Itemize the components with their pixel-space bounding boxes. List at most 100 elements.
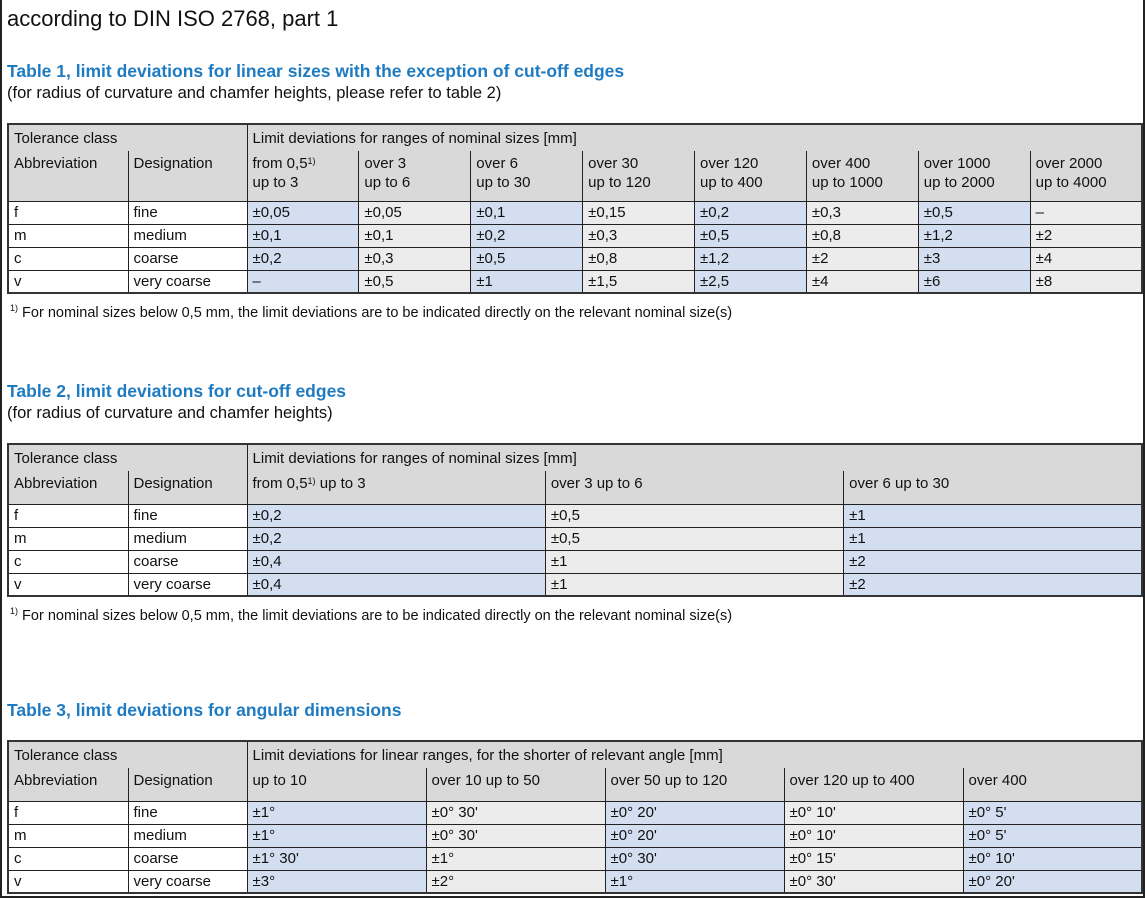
col-header-range: over 400 up to 1000	[805, 151, 919, 201]
footnote-marker: 1)	[10, 606, 19, 616]
table1: Tolerance class Limit deviations for rang…	[7, 123, 1144, 294]
cell-limit-deviation: ±0,05	[358, 200, 471, 224]
page-title: according to DIN ISO 2768, part 1	[7, 6, 339, 31]
cell-limit-deviation: ±2	[805, 246, 919, 270]
footnote-marker: 1)	[10, 303, 19, 313]
cell-limit-deviation: ±0,8	[582, 246, 695, 270]
cell-designation: very coarse	[127, 572, 248, 596]
col-header-range: over 6 up to 30	[843, 471, 1142, 504]
cell-limit-deviation: ±6	[917, 269, 1031, 293]
col-header-text: up to 3	[252, 174, 299, 191]
header-row-group: Tolerance class Limit deviations for rang…	[8, 124, 1143, 151]
cell-limit-deviation: ±1°	[425, 846, 606, 870]
col-header-designation: Designation	[127, 471, 248, 504]
col-header-range: up to 10	[246, 768, 427, 801]
cell-limit-deviation: ±0,2	[694, 200, 807, 224]
table-row: c coarse ±0,2 ±0,3 ±0,5 ±0,8 ±1,2 ±2 ±3 ±4	[7, 246, 1143, 270]
cell-limit-deviation: ±1	[843, 526, 1142, 550]
footnote-marker: 1)	[307, 156, 316, 166]
cell-limit-deviation: ±1	[470, 269, 583, 293]
cell-limit-deviation: ±4	[1029, 246, 1143, 270]
cell-limit-deviation: ±1,2	[917, 223, 1031, 247]
cell-designation: medium	[127, 823, 248, 847]
col-header-abbreviation: Abbreviation	[8, 471, 128, 504]
cell-limit-deviation: ±0,1	[246, 223, 359, 247]
table1-heading: Table 1, limit deviations for linear siz…	[7, 61, 625, 81]
col-header-range: over 120 up to 400	[783, 768, 964, 801]
col-header-range: over 3 up to 6	[544, 471, 844, 504]
group-label-limit-deviations: Limit deviations for ranges of nominal s…	[246, 444, 1142, 471]
cell-limit-deviation: ±1° 30'	[246, 846, 427, 870]
cell-limit-deviation: ±0,2	[246, 246, 359, 270]
table3: Tolerance class Limit deviations for line…	[7, 740, 1144, 894]
cell-abbreviation: c	[7, 246, 128, 270]
table2: Tolerance class Limit deviations for rang…	[7, 443, 1143, 597]
cell-abbreviation: v	[7, 869, 128, 893]
col-header-abbreviation: Abbreviation	[8, 151, 128, 201]
cell-limit-deviation: ±0,3	[582, 223, 695, 247]
col-header-range: over 30 up to 120	[582, 151, 695, 201]
col-header-range: over 6 up to 30	[470, 151, 583, 201]
col-header-text: over 6 up to 30	[849, 475, 950, 492]
cell-limit-deviation: ±2	[1029, 223, 1143, 247]
col-header-text: over 400	[968, 772, 1027, 789]
group-label-tolerance-class: Tolerance class	[8, 741, 248, 768]
col-header-range: over 120 up to 400	[694, 151, 807, 201]
cell-abbreviation: f	[7, 200, 128, 224]
cell-limit-deviation: ±0,5	[470, 246, 583, 270]
col-header-range: over 1000 up to 2000	[917, 151, 1031, 201]
cell-limit-deviation: ±2	[843, 549, 1142, 573]
cell-limit-deviation: ±8	[1029, 269, 1143, 293]
table2-footnote: 1) For nominal sizes below 0,5 mm, the l…	[10, 606, 732, 624]
table2-subtitle: (for radius of curvature and chamfer hei…	[7, 404, 333, 422]
col-header-range: over 50 up to 120	[604, 768, 785, 801]
cell-limit-deviation: ±0,3	[358, 246, 471, 270]
col-header-text: up to 10	[252, 772, 307, 789]
header-row-group: Tolerance class Limit deviations for line…	[8, 741, 1143, 768]
col-header-text: over 50 up to 120	[610, 772, 728, 789]
table-row: m medium ±0,2 ±0,5 ±1	[7, 526, 1142, 550]
cell-limit-deviation: ±2	[843, 572, 1142, 596]
cell-limit-deviation: –	[1029, 200, 1143, 224]
cell-limit-deviation: ±0,5	[544, 503, 844, 527]
cell-limit-deviation: ±0,4	[246, 572, 546, 596]
col-header-text: up to 3	[315, 475, 366, 492]
col-header-text: over 120 up to 400	[700, 155, 763, 191]
header-row-columns: Abbreviation Designation up to 10 over 10 u…	[8, 768, 1143, 801]
cell-limit-deviation: ±0,3	[805, 200, 919, 224]
cell-limit-deviation: ±4	[805, 269, 919, 293]
col-header-range: over 400	[962, 768, 1143, 801]
cell-abbreviation: v	[7, 269, 128, 293]
cell-designation: coarse	[127, 846, 248, 870]
cell-limit-deviation: ±1	[544, 572, 844, 596]
table-row: c coarse ±0,4 ±1 ±2	[7, 549, 1142, 573]
cell-limit-deviation: ±0,1	[358, 223, 471, 247]
cell-limit-deviation: ±0° 20'	[962, 869, 1143, 893]
cell-limit-deviation: ±0,5	[544, 526, 844, 550]
col-header-text: from 0,5	[252, 155, 308, 172]
cell-limit-deviation: ±2°	[425, 869, 606, 893]
cell-limit-deviation: ±2,5	[694, 269, 807, 293]
cell-designation: coarse	[127, 246, 248, 270]
col-header-designation: Designation	[127, 768, 248, 801]
col-header-text: over 2000 up to 4000	[1035, 155, 1107, 191]
cell-limit-deviation: ±0° 30'	[425, 800, 606, 824]
header-row-columns: Abbreviation Designation from 0,51) up to …	[8, 151, 1143, 201]
cell-limit-deviation: ±1,5	[582, 269, 695, 293]
col-header-range: from 0,51) up to 3	[246, 151, 359, 201]
footnote-marker: 1)	[307, 476, 316, 486]
header-row-columns: Abbreviation Designation from 0,51) up to …	[8, 471, 1142, 504]
col-header-text: over 3 up to 6	[550, 475, 643, 492]
col-header-text: over 120 up to 400	[789, 772, 915, 789]
cell-limit-deviation: ±0,15	[582, 200, 695, 224]
table-row: f fine ±0,05 ±0,05 ±0,1 ±0,15 ±0,2 ±0,3 ±0,5–	[7, 200, 1143, 224]
table-row: f fine ±1° ±0° 30' ±0° 20' ±0° 10' ±0° 5'	[7, 800, 1143, 824]
col-header-designation: Designation	[127, 151, 248, 201]
cell-limit-deviation: ±0° 10'	[783, 800, 964, 824]
cell-limit-deviation: ±0° 20'	[604, 800, 785, 824]
cell-abbreviation: m	[7, 223, 128, 247]
col-header-text: over 6 up to 30	[476, 155, 531, 191]
table-row: m medium ±1° ±0° 30' ±0° 20' ±0° 10' ±0° 5'	[7, 823, 1143, 847]
cell-limit-deviation: ±0° 5'	[962, 800, 1143, 824]
